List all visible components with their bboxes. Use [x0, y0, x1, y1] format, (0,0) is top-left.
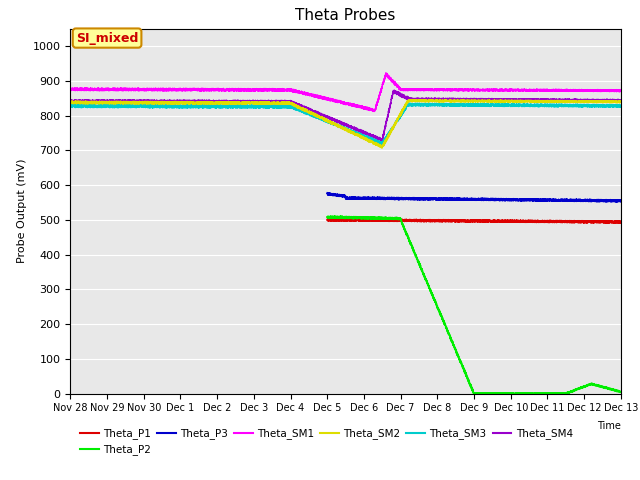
Theta_SM3	[397, 112, 404, 118]
Theta_P1	[323, 217, 331, 223]
Theta_SM4	[397, 93, 404, 99]
Theta_P2	[351, 216, 359, 221]
Theta_P2	[617, 389, 625, 395]
Theta_P1	[348, 216, 356, 222]
Theta_SM1	[477, 87, 485, 93]
Theta_P2	[529, 391, 537, 396]
Theta_P3	[582, 197, 589, 203]
Theta_SM4	[519, 96, 527, 102]
Theta_P2	[327, 213, 335, 219]
Theta_P1	[324, 216, 332, 222]
Theta_P1	[613, 220, 621, 226]
Theta_P1	[582, 220, 589, 226]
Theta_P3	[335, 192, 342, 197]
Theta_SM3	[617, 103, 625, 109]
Text: Time: Time	[597, 421, 621, 431]
Theta_SM3	[277, 105, 285, 111]
Theta_P1	[351, 216, 359, 222]
Theta_P1	[529, 219, 537, 225]
Theta_P3	[348, 195, 356, 201]
Theta_SM4	[67, 99, 74, 105]
Theta_SM2	[519, 97, 527, 103]
Legend: Theta_P1, Theta_P2, Theta_P3, Theta_SM1, Theta_SM2, Theta_SM3, Theta_SM4: Theta_P1, Theta_P2, Theta_P3, Theta_SM1,…	[76, 424, 577, 459]
Theta_SM3	[166, 104, 174, 110]
Line: Theta_P3: Theta_P3	[327, 193, 621, 202]
Theta_SM3	[477, 101, 485, 107]
Theta_SM4	[477, 96, 485, 102]
Theta_SM4	[390, 87, 398, 93]
Theta_SM1	[382, 70, 390, 76]
Theta_SM2	[397, 113, 404, 119]
Theta_P2	[348, 215, 356, 220]
Theta_SM1	[397, 87, 404, 93]
Theta_SM2	[477, 98, 485, 104]
Theta_SM3	[67, 103, 74, 109]
Theta_SM1	[277, 86, 285, 92]
Theta_SM2	[425, 99, 433, 105]
Theta_P3	[607, 199, 615, 204]
Theta_SM2	[617, 98, 625, 104]
Theta_SM2	[378, 145, 386, 151]
Theta_SM3	[406, 100, 414, 106]
Line: Theta_SM3: Theta_SM3	[70, 103, 621, 144]
Theta_SM4	[378, 138, 386, 144]
Theta_P2	[470, 391, 478, 397]
Theta_SM4	[277, 100, 285, 106]
Theta_SM3	[425, 103, 433, 108]
Theta_SM2	[166, 101, 174, 107]
Theta_P3	[617, 197, 625, 203]
Theta_P1	[335, 216, 342, 222]
Title: Theta Probes: Theta Probes	[296, 9, 396, 24]
Theta_P2	[375, 215, 383, 221]
Theta_SM1	[371, 108, 378, 114]
Theta_P1	[375, 218, 383, 224]
Theta_SM3	[378, 142, 386, 147]
Theta_P1	[617, 220, 625, 226]
Theta_P3	[375, 196, 383, 202]
Theta_P2	[323, 214, 331, 220]
Text: SI_mixed: SI_mixed	[76, 32, 138, 45]
Theta_P2	[582, 384, 590, 389]
Theta_SM1	[617, 87, 625, 93]
Line: Theta_SM4: Theta_SM4	[70, 90, 621, 141]
Line: Theta_SM2: Theta_SM2	[70, 100, 621, 148]
Y-axis label: Probe Output (mV): Probe Output (mV)	[17, 159, 27, 264]
Theta_SM1	[166, 85, 174, 91]
Theta_SM2	[277, 100, 285, 106]
Theta_SM4	[166, 98, 174, 104]
Theta_SM1	[67, 86, 74, 92]
Theta_SM1	[519, 86, 527, 92]
Line: Theta_P1: Theta_P1	[327, 219, 621, 223]
Theta_SM3	[519, 102, 527, 108]
Theta_P3	[323, 190, 331, 196]
Theta_P3	[351, 195, 359, 201]
Theta_SM1	[425, 87, 433, 93]
Theta_SM2	[67, 101, 74, 107]
Theta_SM2	[406, 97, 413, 103]
Theta_P2	[335, 215, 342, 221]
Line: Theta_SM1: Theta_SM1	[70, 73, 621, 111]
Theta_SM4	[617, 97, 625, 103]
Theta_SM4	[425, 97, 433, 103]
Theta_P3	[529, 197, 536, 203]
Line: Theta_P2: Theta_P2	[327, 216, 621, 394]
